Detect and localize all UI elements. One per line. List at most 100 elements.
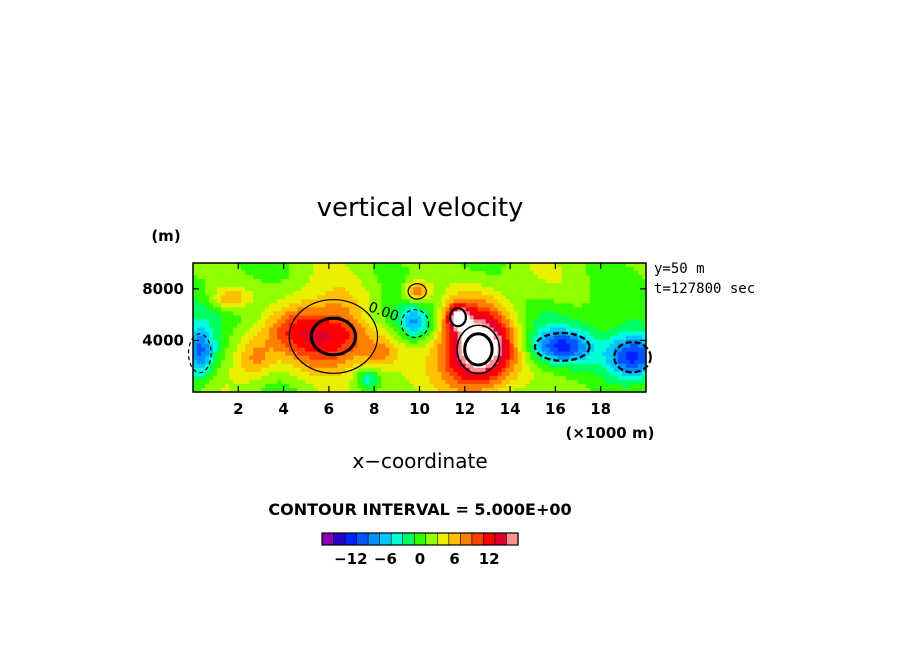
field-cell [221, 351, 226, 357]
field-cell [261, 267, 266, 272]
field-cell [541, 323, 547, 329]
field-cell [565, 323, 571, 329]
field-cell [433, 319, 439, 325]
field-cell [533, 299, 539, 304]
field-cell [617, 339, 623, 345]
field-cell [469, 267, 475, 272]
field-cell [629, 279, 635, 284]
field-cell [553, 367, 559, 373]
field-cell [537, 291, 543, 296]
field-cell [549, 287, 555, 292]
field-cell [549, 263, 555, 268]
field-cell [225, 363, 230, 369]
field-cell [409, 375, 415, 381]
field-cell [457, 383, 463, 389]
field-cell [221, 335, 226, 341]
field-cell [473, 271, 479, 276]
field-cell [333, 359, 338, 365]
field-cell [537, 271, 543, 276]
field-cell [269, 295, 274, 300]
field-cell [233, 295, 238, 300]
field-cell [309, 387, 314, 393]
field-cell [313, 355, 318, 361]
colorbar-swatch [436, 532, 450, 546]
field-cell [357, 323, 362, 329]
field-cell [633, 283, 639, 288]
field-cell [389, 375, 395, 381]
field-cell [469, 379, 475, 385]
field-cell [353, 323, 358, 329]
field-cell [293, 287, 298, 292]
field-cell [249, 375, 254, 381]
field-cell [561, 347, 567, 353]
field-cell [325, 347, 330, 353]
field-cell [225, 263, 230, 268]
field-cell [609, 287, 615, 292]
field-cell [585, 359, 591, 365]
field-cell [521, 359, 527, 365]
field-cell [553, 339, 559, 345]
field-cell [349, 263, 354, 268]
field-cell [445, 295, 451, 300]
field-cell [317, 363, 322, 369]
field-cell [389, 383, 395, 389]
field-cell [213, 303, 218, 308]
field-cell [449, 367, 455, 373]
field-cell [221, 291, 226, 296]
field-cell [513, 323, 519, 329]
field-cell [497, 295, 503, 300]
field-cell [517, 343, 523, 349]
field-cell [381, 343, 387, 349]
field-cell [369, 295, 374, 300]
field-cell [297, 339, 302, 345]
field-cell [633, 347, 639, 353]
field-cell [365, 379, 370, 385]
field-cell [265, 339, 270, 345]
field-cell [477, 339, 483, 345]
field-cell [469, 371, 475, 377]
field-cell [429, 383, 435, 389]
field-cell [545, 287, 551, 292]
colorbar-tick-label: 6 [449, 550, 459, 568]
field-cell [329, 339, 334, 345]
field-cell [529, 311, 535, 317]
field-cell [613, 351, 619, 357]
field-cell [437, 315, 443, 321]
field-cell [253, 271, 258, 276]
field-cell [629, 375, 635, 381]
field-cell [377, 283, 383, 288]
field-cell [629, 263, 635, 268]
field-cell [493, 343, 499, 349]
field-cell [329, 307, 334, 312]
colorbar-swatch [494, 532, 508, 546]
field-cell [449, 327, 455, 333]
field-cell [193, 315, 198, 321]
field-cell [537, 371, 543, 377]
field-cell [621, 307, 627, 312]
field-cell [301, 311, 306, 317]
field-cell [297, 275, 302, 280]
field-cell [385, 331, 391, 337]
field-cell [281, 315, 286, 321]
field-cell [465, 387, 471, 393]
field-cell [545, 291, 551, 296]
field-cell [613, 275, 619, 280]
field-cell [221, 315, 226, 321]
field-cell [205, 307, 210, 312]
field-cell [501, 327, 507, 333]
field-cell [461, 299, 467, 304]
field-cell [317, 287, 322, 292]
field-cell [269, 351, 274, 357]
field-cell [261, 271, 266, 276]
field-cell [501, 311, 507, 317]
field-cell [425, 303, 431, 308]
field-cell [517, 355, 523, 361]
field-cell [521, 303, 527, 308]
field-cell [453, 327, 459, 333]
field-cell [529, 335, 535, 341]
field-cell [393, 347, 399, 353]
field-cell [337, 371, 342, 377]
field-cell [425, 295, 431, 300]
field-cell [565, 379, 571, 385]
field-cell [553, 303, 559, 308]
